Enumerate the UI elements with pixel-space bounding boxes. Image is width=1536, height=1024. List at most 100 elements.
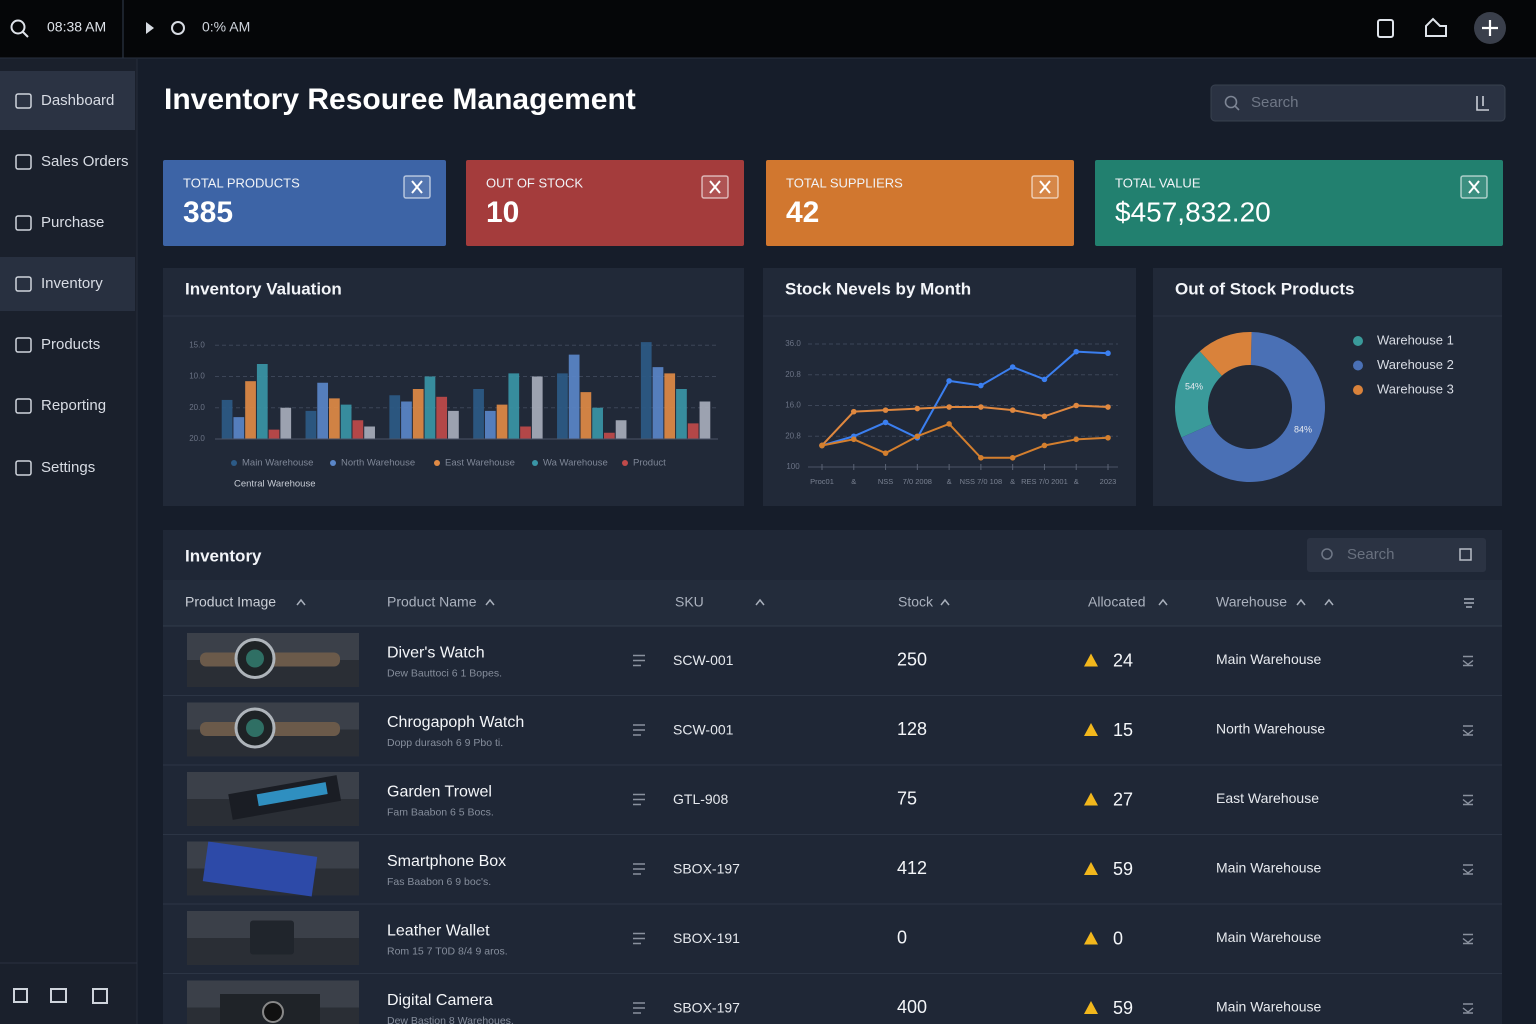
nav-item[interactable]: Products — [41, 336, 100, 353]
line-series — [821, 350, 1109, 447]
product-name: Leather Wallet — [387, 923, 490, 940]
card-close-icon — [411, 180, 423, 194]
bar — [687, 423, 699, 439]
column-header[interactable]: SKU — [675, 594, 704, 610]
column-menu[interactable] — [1464, 598, 1474, 608]
nav-icon[interactable] — [15, 337, 32, 353]
column-header[interactable]: Product Image — [185, 594, 276, 610]
nav-active — [0, 257, 135, 311]
sort-icon[interactable] — [296, 598, 306, 606]
row-action[interactable] — [1462, 1003, 1474, 1014]
sort-icon[interactable] — [485, 598, 495, 606]
nav-icon[interactable] — [15, 276, 32, 292]
legend-swatch — [434, 460, 440, 466]
line-point — [819, 442, 825, 449]
table-search[interactable] — [1307, 538, 1486, 572]
warehouse: Main Warehouse — [1216, 651, 1322, 667]
nav-item[interactable]: Inventory — [41, 275, 103, 292]
chart-title: Inventory Valuation — [185, 279, 342, 298]
line-point — [946, 404, 952, 410]
card-close-icon — [709, 180, 721, 194]
sidebar — [0, 59, 137, 1024]
kpi-card — [1095, 160, 1503, 246]
column-header[interactable]: Stock — [898, 594, 934, 610]
sort-icon[interactable] — [1158, 598, 1168, 606]
row-icon[interactable] — [633, 724, 645, 736]
search-icon — [1321, 548, 1333, 560]
row-icon[interactable] — [633, 793, 645, 806]
nav-item[interactable]: Purchase — [41, 214, 104, 231]
allocated: 27 — [1113, 789, 1133, 809]
line-point — [946, 378, 952, 384]
sort-icon[interactable] — [755, 598, 765, 606]
product-name: Diver's Watch — [387, 645, 485, 662]
nav-icon[interactable] — [15, 154, 32, 170]
row-icon[interactable] — [633, 932, 645, 945]
home-icon[interactable] — [1425, 17, 1447, 37]
line-series — [821, 422, 1109, 459]
nav-item[interactable]: Reporting — [41, 397, 106, 414]
pie-slice — [1181, 332, 1326, 483]
warehouse: North Warehouse — [1216, 721, 1325, 737]
warning-icon — [1084, 723, 1098, 736]
row-icon[interactable] — [633, 863, 645, 875]
x-tick-label: & — [1010, 477, 1015, 486]
row-action[interactable] — [1462, 864, 1474, 875]
line-point — [882, 407, 889, 413]
nav-icon[interactable] — [15, 398, 32, 414]
column-header[interactable]: Product Name — [387, 594, 477, 610]
nav-icon[interactable] — [15, 93, 32, 109]
footer-icon[interactable] — [50, 988, 67, 1003]
footer-icon[interactable] — [13, 988, 28, 1003]
line-point — [882, 450, 889, 456]
legend-label: Wa Warehouse — [543, 458, 608, 469]
search-icon — [22, 31, 29, 38]
image-wallet — [250, 920, 294, 955]
line-point — [882, 419, 889, 426]
sort-icon[interactable] — [1324, 598, 1334, 606]
kpi-value: 42 — [786, 196, 819, 229]
line-point — [978, 404, 984, 410]
sort-icon[interactable] — [940, 598, 950, 606]
sku: SBOX-197 — [673, 861, 740, 877]
nav-icon[interactable] — [15, 460, 32, 476]
row-action[interactable] — [1462, 933, 1474, 945]
pie-annotation: 84% — [1294, 424, 1312, 434]
nav-item[interactable]: Settings — [41, 459, 95, 476]
warehouse: Main Warehouse — [1216, 999, 1322, 1015]
allocated: 0 — [1113, 928, 1123, 948]
product-desc: Dew Bauttoci 6 1 Bopes. — [387, 667, 502, 679]
y-tick-label: 20.0 — [189, 403, 205, 412]
search-box[interactable] — [1210, 84, 1506, 122]
footer-icon[interactable] — [92, 988, 108, 1004]
row-icon[interactable] — [633, 654, 645, 667]
legend-label: Main Warehouse — [242, 458, 313, 469]
warehouse: East Warehouse — [1216, 790, 1319, 806]
search-icon[interactable] — [10, 19, 26, 35]
row-icon[interactable] — [633, 1002, 645, 1014]
copy-icon[interactable] — [1377, 19, 1394, 38]
bar — [484, 410, 496, 439]
bar — [531, 376, 543, 439]
sku: SBOX-191 — [673, 930, 740, 946]
column-header[interactable]: Allocated — [1088, 594, 1146, 610]
nav-icon[interactable] — [15, 215, 32, 231]
legend-label: Warehouse 1 — [1377, 332, 1454, 347]
nav-item[interactable]: Dashboard — [41, 92, 114, 109]
kpi-label: TOTAL VALUE — [1115, 175, 1201, 190]
y-tick-label: 20.0 — [189, 434, 205, 443]
legend-swatch — [532, 460, 538, 466]
sort-icon[interactable] — [1296, 598, 1306, 606]
legend-swatch — [1353, 336, 1363, 346]
bar — [615, 420, 627, 439]
bar — [652, 367, 664, 439]
row-action[interactable] — [1462, 794, 1474, 806]
x-tick-label: 2023 — [1100, 477, 1117, 486]
play-icon[interactable] — [146, 22, 154, 34]
row-action[interactable] — [1462, 655, 1474, 667]
bar — [557, 373, 568, 439]
pie-slice — [1175, 351, 1222, 438]
nav-item[interactable]: Sales Orders — [41, 153, 129, 170]
column-header[interactable]: Warehouse — [1216, 594, 1287, 610]
row-action[interactable] — [1462, 725, 1474, 736]
